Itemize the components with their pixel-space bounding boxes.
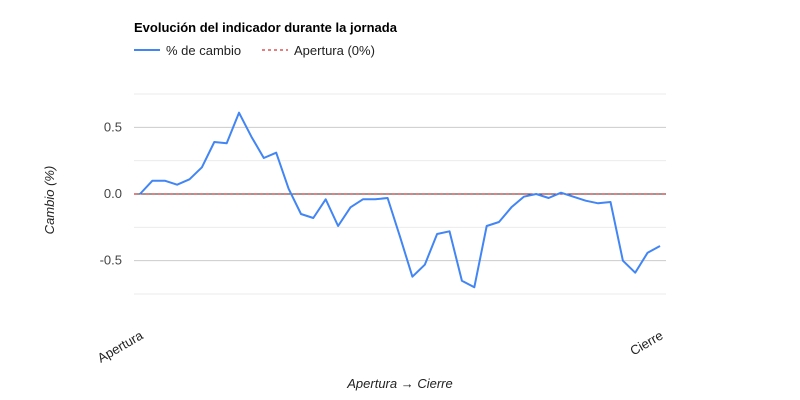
x-tick-label: Apertura — [95, 327, 146, 365]
legend-item-baseline[interactable]: Apertura (0%) — [262, 43, 375, 58]
series-layer — [134, 111, 666, 289]
y-tick-label: -0.5 — [100, 253, 122, 268]
x-axis-ticks: Apertura Cierre — [95, 327, 666, 365]
gridlines — [134, 93, 666, 295]
y-axis-label: Cambio (%) — [42, 166, 57, 235]
y-axis-ticks: -0.5 0.0 0.5 — [100, 119, 122, 267]
legend-label-baseline: Apertura (0%) — [294, 43, 375, 58]
legend-item-change[interactable]: % de cambio — [134, 43, 241, 58]
legend-label-change: % de cambio — [166, 43, 241, 58]
chart-title: Evolución del indicador durante la jorna… — [134, 20, 398, 35]
y-tick-label: 0.5 — [104, 119, 122, 134]
series-line-change — [139, 111, 661, 289]
x-tick-label: Cierre — [627, 328, 665, 359]
legend: % de cambio Apertura (0%) — [134, 43, 375, 58]
y-tick-label: 0.0 — [104, 186, 122, 201]
x-axis-label: Apertura → Cierre — [346, 376, 452, 391]
